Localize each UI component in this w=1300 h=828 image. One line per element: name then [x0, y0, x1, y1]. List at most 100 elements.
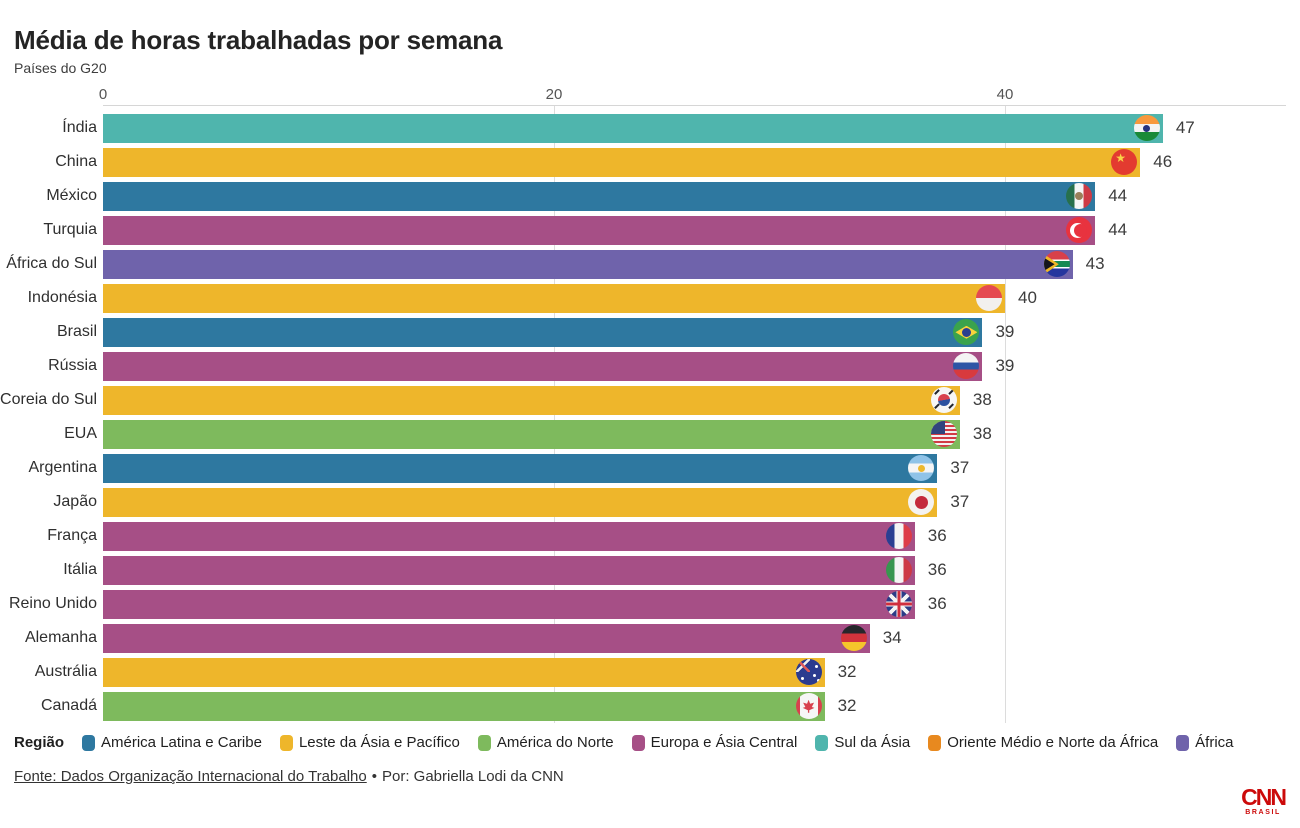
bar-row-brasil: Brasil 39 — [0, 315, 1300, 349]
bar-row-italia: Itália 36 — [0, 553, 1300, 587]
x-axis-tick: 20 — [545, 86, 563, 104]
legend-label: Europa e Ásia Central — [650, 734, 798, 752]
value-label: 46 — [1153, 152, 1173, 172]
country-label: Rússia — [0, 349, 103, 383]
country-label-text: EUA — [64, 425, 97, 443]
value-label: 37 — [950, 492, 970, 512]
bar-row-africa-do-sul: África do Sul 43 — [0, 247, 1300, 281]
bar[interactable] — [103, 555, 915, 585]
bar[interactable] — [103, 691, 825, 721]
country-label: Turquia — [0, 213, 103, 247]
country-label-text: Indonésia — [27, 289, 97, 307]
legend-swatch — [1176, 734, 1190, 751]
legend-swatch — [477, 734, 491, 751]
bar-row-franca: França 36 — [0, 519, 1300, 553]
china-flag-icon — [1111, 149, 1138, 176]
bar[interactable] — [103, 623, 870, 653]
country-label-text: Canadá — [40, 697, 97, 715]
country-label: Itália — [0, 553, 103, 587]
value-label: 36 — [927, 526, 947, 546]
region-legend: Região América Latina e Caribe Leste da … — [0, 734, 1300, 751]
india-flag-icon — [1133, 115, 1160, 142]
country-label: Japão — [0, 485, 103, 519]
france-flag-icon — [885, 523, 912, 550]
bar[interactable] — [103, 283, 1005, 313]
country-label: Índia — [0, 111, 103, 145]
turkey-flag-icon — [1066, 217, 1093, 244]
x-axis-tick: 40 — [996, 86, 1014, 104]
bar[interactable] — [103, 181, 1096, 211]
japan-flag-icon — [908, 489, 935, 516]
bar[interactable] — [103, 317, 983, 347]
bar[interactable] — [103, 249, 1073, 279]
cnn-logo-text: CNN — [1241, 784, 1287, 811]
country-label: Indonésia — [0, 281, 103, 315]
cnn-brasil-logo: CNN BRASIL — [1241, 784, 1287, 816]
country-label-text: Alemanha — [24, 629, 97, 647]
bar[interactable] — [103, 657, 825, 687]
brazil-flag-icon — [953, 319, 980, 346]
value-label: 47 — [1175, 118, 1195, 138]
country-label-text: Itália — [63, 561, 97, 579]
country-label: Reino Unido — [0, 587, 103, 621]
value-label: 44 — [1108, 220, 1128, 240]
bar-row-mexico: México 44 — [0, 179, 1300, 213]
gridline — [1005, 106, 1006, 724]
legend-label: América do Norte — [496, 734, 614, 752]
bar[interactable] — [103, 419, 960, 449]
bar-row-indonesia: Indonésia 40 — [0, 281, 1300, 315]
country-label-text: Reino Unido — [8, 595, 97, 613]
value-label: 32 — [837, 662, 857, 682]
cnn-logo-sub: BRASIL — [1245, 809, 1281, 816]
bar-row-eua: EUA 38 — [0, 417, 1300, 451]
bar-row-reino-unido: Reino Unido 36 — [0, 587, 1300, 621]
bar[interactable] — [103, 385, 960, 415]
country-label: Alemanha — [0, 621, 103, 655]
legend-swatch — [928, 734, 942, 751]
country-label-text: Coreia do Sul — [0, 391, 97, 409]
south-korea-flag-icon — [930, 387, 957, 414]
country-label: França — [0, 519, 103, 553]
country-label-text: Japão — [53, 493, 97, 511]
bar-chart: Índia 47 China 46 México 44 Turquia 44 Á… — [0, 106, 1300, 724]
country-label: Argentina — [0, 451, 103, 485]
legend-item: Leste da Ásia e Pacífico — [279, 734, 460, 751]
bar[interactable] — [103, 589, 915, 619]
canada-flag-icon — [795, 693, 822, 720]
legend-swatch — [631, 734, 645, 751]
country-label-text: Argentina — [28, 459, 98, 477]
germany-flag-icon — [840, 625, 867, 652]
legend-item: Europa e Ásia Central — [631, 734, 798, 752]
legend-label: Sul da Ásia — [834, 734, 911, 752]
bar-row-turquia: Turquia 44 — [0, 213, 1300, 247]
australia-flag-icon — [795, 659, 822, 686]
footer-separator: • — [371, 768, 377, 786]
bar[interactable] — [103, 453, 938, 483]
country-label-text: França — [47, 527, 97, 545]
value-label: 37 — [950, 458, 970, 478]
country-label-text: África do Sul — [6, 255, 97, 273]
country-label: Canadá — [0, 689, 103, 723]
legend-title: Região — [14, 734, 65, 752]
value-label: 34 — [882, 628, 902, 648]
country-label: Coreia do Sul — [0, 383, 103, 417]
bar-row-australia: Austrália 32 — [0, 655, 1300, 689]
legend-item: América Latina e Caribe — [82, 734, 262, 751]
bar-row-china: China 46 — [0, 145, 1300, 179]
bar-row-coreia-do-sul: Coreia do Sul 38 — [0, 383, 1300, 417]
bar[interactable] — [103, 351, 983, 381]
bar-row-india: Índia 47 — [0, 111, 1300, 145]
value-label: 44 — [1108, 186, 1128, 206]
bar[interactable] — [103, 215, 1096, 245]
country-label-text: Rússia — [48, 357, 97, 375]
source-link[interactable]: Fonte: Dados Organização Internacional d… — [14, 768, 367, 786]
bar[interactable] — [103, 521, 915, 551]
value-label: 38 — [972, 424, 992, 444]
bar[interactable] — [103, 113, 1163, 143]
country-label: África do Sul — [0, 247, 103, 281]
bar[interactable] — [103, 487, 938, 517]
bar[interactable] — [103, 147, 1141, 177]
country-label-text: Índia — [62, 119, 97, 137]
country-label: Brasil — [0, 315, 103, 349]
value-label: 39 — [995, 356, 1015, 376]
